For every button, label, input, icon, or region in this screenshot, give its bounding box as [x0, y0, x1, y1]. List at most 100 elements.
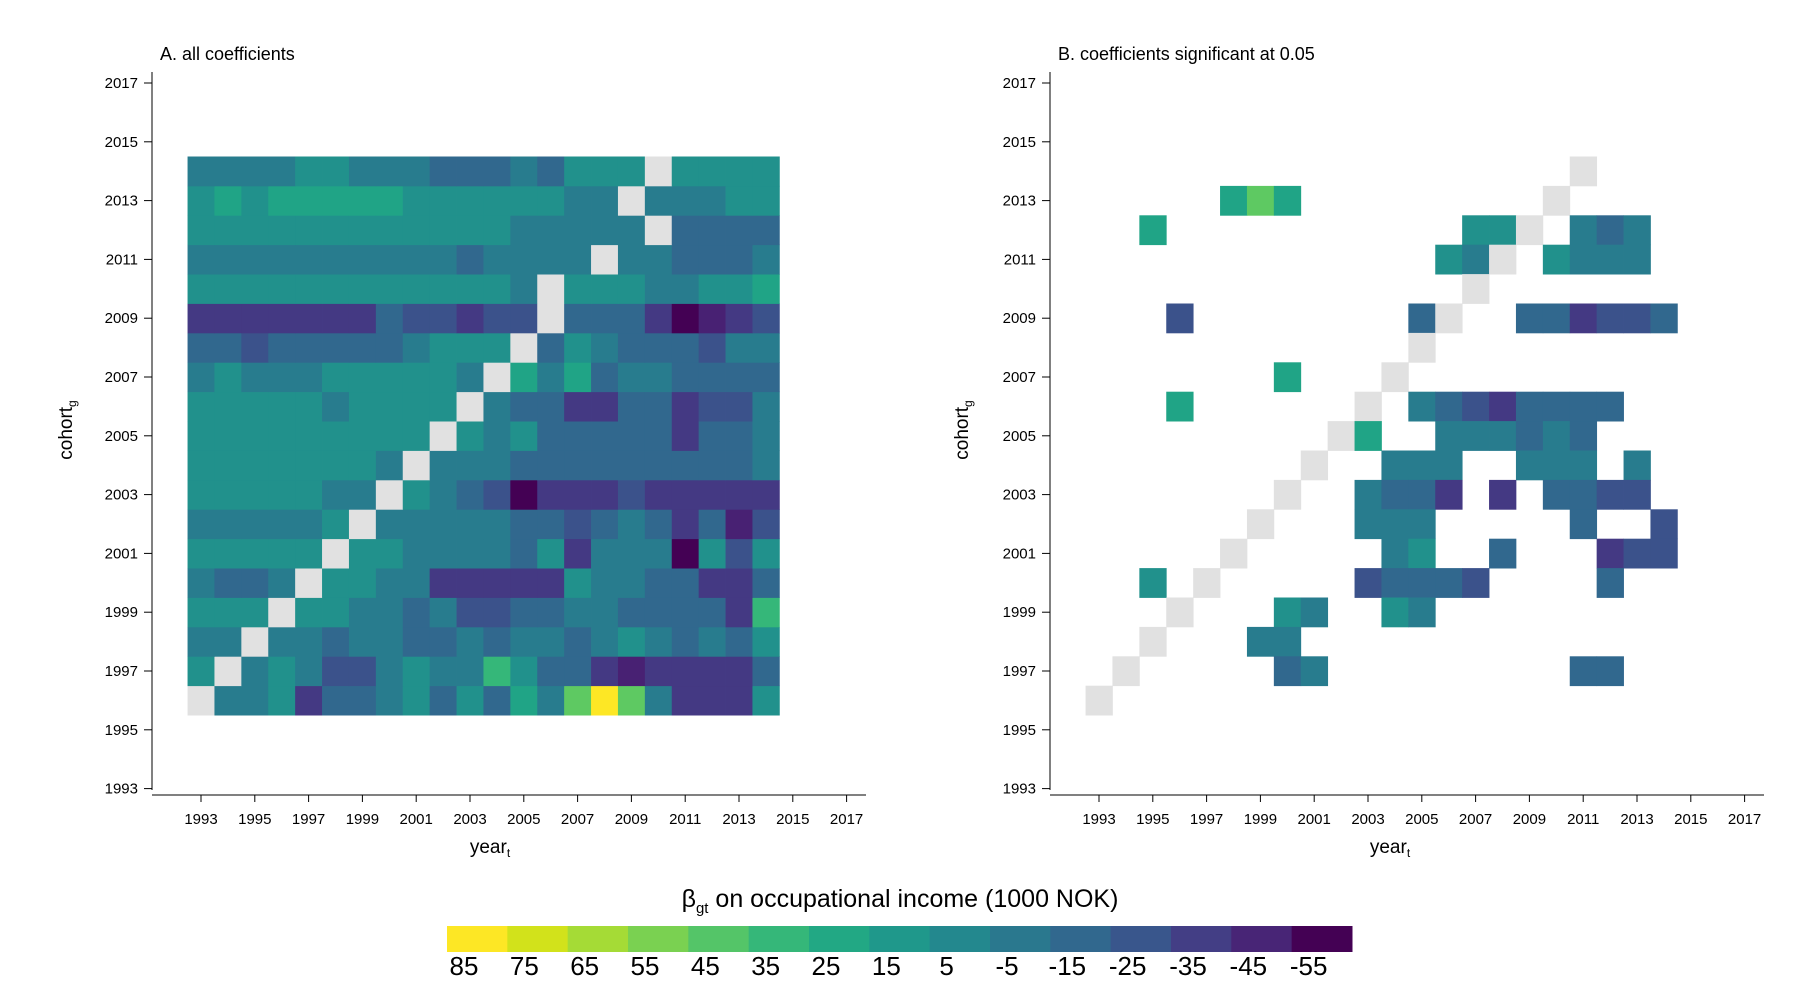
heat-cell	[564, 509, 592, 540]
heat-cell	[322, 656, 350, 687]
heat-cell	[1166, 597, 1194, 628]
heat-cell	[322, 185, 350, 216]
heat-cell	[456, 421, 484, 451]
heat-cell	[187, 391, 215, 422]
heat-cell	[752, 509, 780, 540]
x-tick-label: 2011	[669, 811, 701, 828]
heat-cell	[617, 156, 646, 187]
heat-cell	[375, 391, 404, 422]
heat-cell	[1381, 509, 1409, 540]
heat-cell	[348, 362, 377, 393]
heat-cell	[510, 303, 538, 334]
heat-cell	[1489, 479, 1517, 510]
heat-cell	[322, 391, 350, 422]
heat-cell	[617, 479, 646, 510]
heat-cell	[1462, 568, 1490, 598]
heat-cell	[1246, 185, 1275, 216]
heat-cell	[1139, 568, 1167, 598]
y-tick-label: 2011	[106, 251, 138, 268]
heat-cell	[1273, 626, 1302, 657]
heat-cell	[429, 597, 457, 628]
heat-cell	[644, 332, 673, 363]
heat-cell	[510, 185, 538, 216]
heat-cell	[510, 626, 538, 657]
heat-cell	[1542, 303, 1571, 334]
y-tick-label: 2015	[105, 134, 138, 151]
heat-cell	[752, 156, 780, 187]
heat-cell	[429, 626, 457, 657]
x-tick-label: 2003	[1351, 811, 1384, 828]
heat-cell	[429, 538, 457, 569]
heat-cell	[1596, 244, 1624, 275]
heat-cell	[671, 538, 700, 569]
heat-cell	[671, 626, 700, 657]
heat-cell	[456, 303, 484, 334]
heat-cell	[671, 156, 700, 187]
legend-title: βgt on occupational income (1000 NOK)	[682, 885, 1119, 917]
legend-swatch	[990, 926, 1051, 952]
heat-cell	[644, 303, 673, 334]
heat-cell	[187, 185, 215, 216]
heat-cell	[698, 244, 726, 275]
heat-cell	[348, 156, 377, 187]
legend-swatch	[567, 926, 629, 952]
panel-a-heatmap	[187, 156, 780, 716]
heat-cell	[295, 538, 323, 569]
y-tick-label: 1997	[1003, 663, 1036, 680]
heat-cell	[752, 479, 780, 510]
heat-cell	[617, 685, 646, 716]
legend-swatch	[1291, 926, 1353, 952]
heat-cell	[241, 597, 269, 628]
heat-cell	[1489, 421, 1517, 451]
heat-cell	[402, 274, 431, 304]
heat-cell	[1569, 303, 1598, 334]
heat-cell	[644, 156, 673, 187]
heat-cell	[348, 332, 377, 363]
panel-b: B. coefficients significant at 0.05 1993…	[952, 44, 1764, 860]
heat-cell	[1246, 626, 1275, 657]
heat-cell	[187, 274, 215, 304]
heat-cell	[698, 450, 726, 481]
heat-cell	[537, 156, 565, 187]
heat-cell	[1354, 509, 1382, 540]
heat-cell	[295, 303, 323, 334]
heat-cell	[483, 568, 511, 598]
heat-cell	[617, 450, 646, 481]
heat-cell	[375, 479, 404, 510]
heat-cell	[617, 391, 646, 422]
heat-cell	[537, 303, 565, 334]
heat-cell	[241, 421, 269, 451]
heat-cell	[429, 362, 457, 393]
heat-cell	[617, 656, 646, 687]
heat-cell	[241, 362, 269, 393]
legend-swatch	[748, 926, 810, 952]
heat-cell	[1273, 479, 1302, 510]
y-tick-label: 1995	[105, 722, 138, 739]
heat-cell	[1623, 538, 1651, 569]
heat-cell	[348, 450, 377, 481]
heat-cell	[1596, 303, 1624, 334]
heat-cell	[752, 538, 780, 569]
heat-cell	[375, 509, 404, 540]
heat-cell	[322, 332, 350, 363]
heat-cell	[241, 656, 269, 687]
heat-cell	[456, 626, 484, 657]
y-tick-label: 1999	[1003, 604, 1036, 621]
heat-cell	[725, 450, 753, 481]
heat-cell	[241, 244, 269, 275]
heat-cell	[1408, 303, 1436, 334]
heat-cell	[1462, 274, 1490, 304]
heat-cell	[1354, 421, 1382, 451]
y-tick-label: 2011	[1004, 251, 1036, 268]
heat-cell	[1515, 391, 1544, 422]
heat-cell	[187, 421, 215, 451]
heat-cell	[591, 303, 619, 334]
heat-cell	[671, 509, 700, 540]
heat-cell	[348, 626, 377, 657]
heat-cell	[617, 244, 646, 275]
heat-cell	[537, 509, 565, 540]
heat-cell	[1435, 450, 1463, 481]
heat-cell	[1193, 568, 1221, 598]
heat-cell	[1300, 656, 1329, 687]
